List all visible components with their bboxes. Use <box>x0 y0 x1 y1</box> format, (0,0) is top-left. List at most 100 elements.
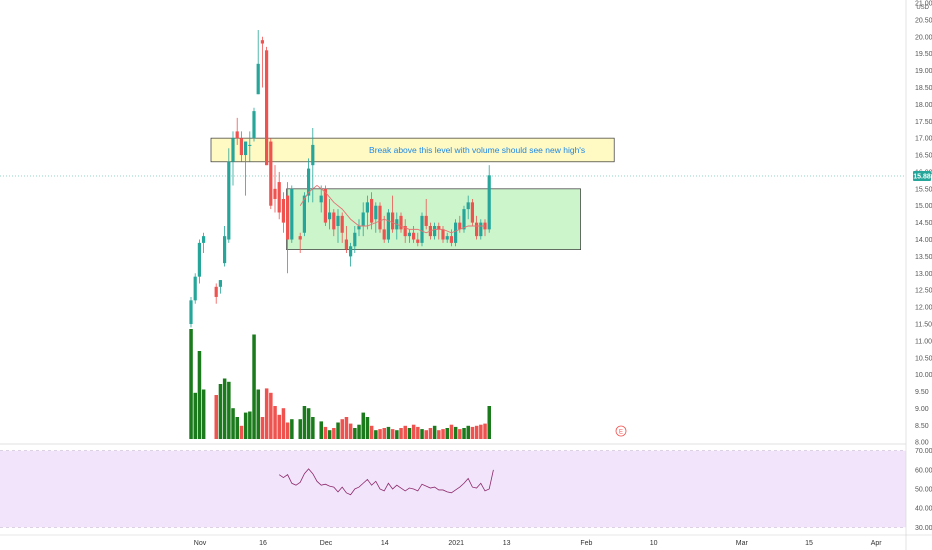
candle[interactable] <box>445 232 449 243</box>
volume-bar <box>323 426 328 439</box>
time-axis-tick-label: 14 <box>381 540 389 547</box>
volume-bar <box>445 428 449 439</box>
candle[interactable] <box>374 202 378 233</box>
time-axis-tick-label: 15 <box>805 540 813 547</box>
consolidation-range-box[interactable] <box>286 188 581 251</box>
volume-bar <box>193 392 197 439</box>
candle[interactable] <box>441 226 445 243</box>
candle[interactable] <box>454 219 458 247</box>
candle-body <box>454 222 458 243</box>
volume-bar <box>378 429 382 439</box>
candle-body <box>424 215 428 226</box>
candle[interactable] <box>235 117 239 145</box>
candle[interactable] <box>307 158 311 203</box>
candle[interactable] <box>462 205 466 233</box>
candle[interactable] <box>407 229 411 243</box>
candle[interactable] <box>239 131 243 162</box>
candle[interactable] <box>361 202 365 237</box>
candle[interactable] <box>437 222 441 240</box>
candle-body <box>189 300 193 324</box>
volume-bar <box>298 419 302 439</box>
candle-body <box>378 205 382 230</box>
candle[interactable] <box>357 219 361 237</box>
candle-body <box>214 286 218 297</box>
candle[interactable] <box>466 195 470 220</box>
candle-body <box>361 212 365 226</box>
candle-body <box>319 195 323 203</box>
candle[interactable] <box>286 182 290 274</box>
candle[interactable] <box>252 107 256 142</box>
price-axis[interactable]: 21.00 20.50 20.00 19.50 19.00 18.50 18.00 17.50… <box>915 1 932 447</box>
candle[interactable] <box>420 212 424 247</box>
candle[interactable] <box>197 239 201 284</box>
candle[interactable] <box>214 283 218 304</box>
volume-bar <box>470 426 475 439</box>
candle[interactable] <box>487 165 491 233</box>
candle-body <box>281 198 285 223</box>
candle[interactable] <box>449 229 453 247</box>
time-axis-tick-label: 13 <box>503 540 511 547</box>
candle[interactable] <box>344 226 348 254</box>
candle[interactable] <box>231 131 235 186</box>
candle[interactable] <box>382 215 386 243</box>
candle[interactable] <box>458 215 462 233</box>
candle[interactable] <box>298 232 302 254</box>
candle[interactable] <box>416 232 420 247</box>
volume-bar <box>382 428 386 439</box>
rsi-axis[interactable]: 70.00 60.00 50.00 40.00 30.00 <box>915 448 932 532</box>
candle-body <box>344 239 348 250</box>
candle[interactable] <box>189 296 193 328</box>
candle[interactable] <box>269 138 273 210</box>
price-axis-tick-label: 10.00 <box>915 372 932 379</box>
time-axis[interactable]: Nov16Dec14202113Feb10Mar15Apr19May17 <box>194 540 932 547</box>
candle[interactable] <box>227 148 231 243</box>
volume-bar <box>344 417 349 439</box>
price-axis-tick-label: 9.00 <box>915 406 929 413</box>
candle[interactable] <box>281 192 285 233</box>
volume-bar <box>441 429 445 439</box>
candle[interactable] <box>365 195 369 230</box>
candle[interactable] <box>424 198 428 230</box>
candle[interactable] <box>193 273 197 304</box>
time-axis-tick-label: Dec <box>320 540 333 547</box>
candle-body <box>231 138 235 162</box>
candle[interactable] <box>470 198 474 226</box>
candle[interactable] <box>412 226 416 243</box>
candle[interactable] <box>479 219 483 240</box>
candle[interactable] <box>370 192 374 230</box>
candle[interactable] <box>391 195 395 233</box>
candle[interactable] <box>475 215 479 240</box>
candle[interactable] <box>311 128 315 203</box>
candle[interactable] <box>399 212 403 233</box>
candle[interactable] <box>403 219 407 243</box>
earnings-marker[interactable]: E <box>615 425 627 437</box>
candle[interactable] <box>319 185 323 213</box>
candle[interactable] <box>218 280 222 294</box>
candle[interactable] <box>223 226 227 267</box>
candle[interactable] <box>265 46 269 166</box>
candle[interactable] <box>277 171 281 220</box>
candle[interactable] <box>433 222 437 240</box>
candle[interactable] <box>353 226 357 254</box>
candle[interactable] <box>340 212 344 243</box>
candle[interactable] <box>244 141 248 196</box>
volume-bar <box>332 428 336 439</box>
candle[interactable] <box>386 209 390 243</box>
candle[interactable] <box>256 30 260 95</box>
candle[interactable] <box>202 232 206 254</box>
candle[interactable] <box>336 209 340 243</box>
candle-body <box>441 229 445 240</box>
candle[interactable] <box>260 36 264 88</box>
candle[interactable] <box>332 209 336 237</box>
candle-body <box>420 215 424 243</box>
volume-bar <box>285 422 290 439</box>
candle[interactable] <box>290 185 294 243</box>
candle[interactable] <box>349 242 353 267</box>
candle[interactable] <box>248 131 252 162</box>
candle[interactable] <box>273 165 277 213</box>
candle[interactable] <box>378 202 382 233</box>
candle[interactable] <box>328 198 332 230</box>
rsi-band <box>0 450 906 528</box>
candle-body <box>374 205 378 220</box>
